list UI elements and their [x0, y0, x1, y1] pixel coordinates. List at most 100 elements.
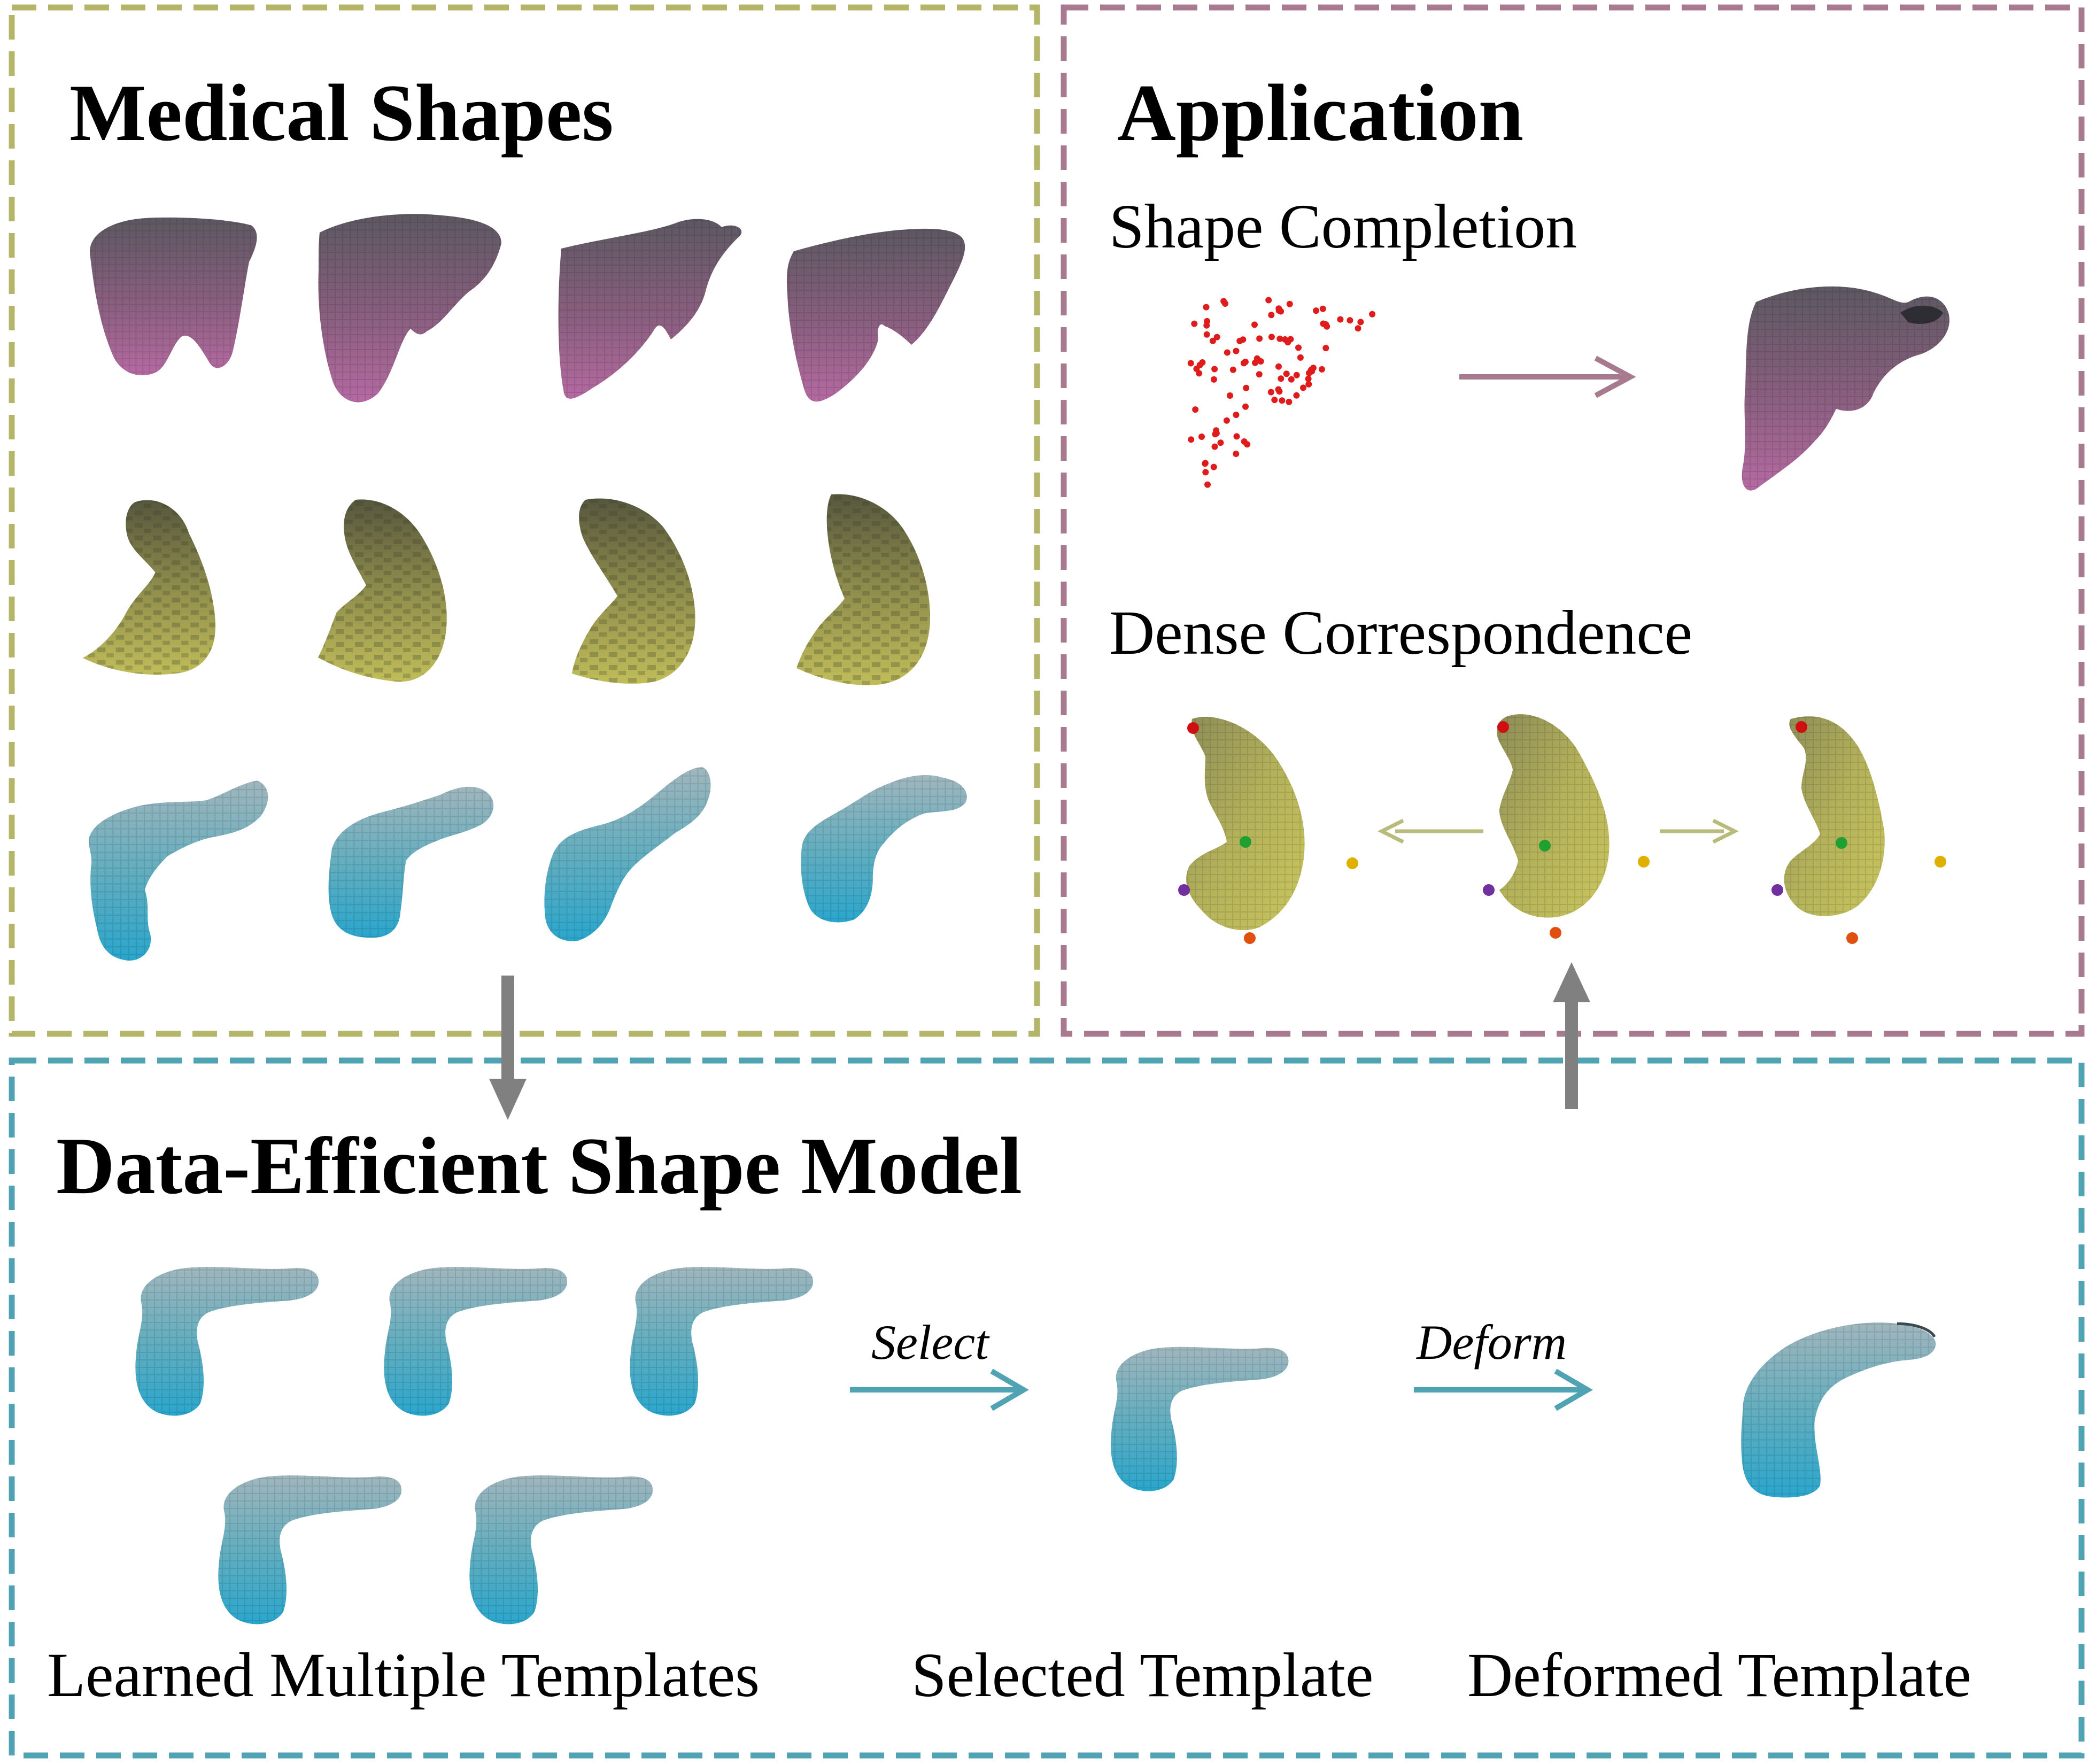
- point-cloud-point: [1283, 370, 1290, 377]
- liver-shape-2: [318, 214, 501, 403]
- point-cloud-point: [1210, 463, 1217, 470]
- point-cloud-point: [1305, 375, 1312, 382]
- learned-template-5: [469, 1475, 653, 1624]
- landmark-yellow-3: [1935, 856, 1946, 868]
- spleen-shape-1: [82, 500, 215, 675]
- correspondence-arrow-left: [1378, 818, 1483, 844]
- pancreas-shape-2: [328, 786, 494, 938]
- landmark-yellow-2: [1638, 856, 1650, 868]
- point-cloud-point: [1295, 344, 1302, 351]
- completed-liver: [1742, 286, 1949, 491]
- landmark-red-3: [1796, 721, 1807, 733]
- point-cloud-point: [1275, 363, 1282, 370]
- point-cloud-point: [1355, 325, 1361, 332]
- point-cloud-point: [1191, 320, 1198, 327]
- point-cloud-point: [1310, 365, 1317, 372]
- landmark-purple-3: [1771, 884, 1783, 896]
- point-cloud-point: [1322, 345, 1329, 352]
- correspondence-deformed-spleen: [1784, 716, 1885, 916]
- point-cloud-point: [1357, 319, 1364, 326]
- select-arrow: [850, 1368, 1029, 1411]
- liver-shape-4: [786, 228, 965, 402]
- flow-arrow-down: [489, 976, 527, 1120]
- medical-shapes-panel: [9, 4, 1040, 1037]
- point-cloud-point: [1187, 360, 1194, 367]
- point-cloud-point: [1213, 427, 1220, 434]
- point-cloud-point: [1236, 337, 1243, 344]
- correspondence-source-spleen: [1186, 717, 1305, 931]
- point-cloud-point: [1305, 381, 1312, 388]
- point-cloud-point: [1268, 312, 1275, 319]
- landmark-purple-1: [1178, 884, 1190, 896]
- landmark-green-3: [1836, 837, 1847, 849]
- point-cloud-point: [1286, 398, 1293, 405]
- learned-templates-label: Learned Multiple Templates: [47, 1640, 760, 1710]
- point-cloud-point: [1324, 323, 1330, 330]
- deformed-template: [1741, 1322, 1936, 1498]
- point-cloud-point: [1254, 355, 1260, 362]
- point-cloud-point: [1271, 397, 1278, 404]
- point-cloud-point: [1256, 335, 1263, 342]
- landmark-red-1: [1187, 722, 1199, 734]
- medical-shapes-title: Medical Shapes: [69, 68, 614, 158]
- spleen-shape-3: [572, 498, 695, 684]
- point-cloud-point: [1204, 481, 1211, 488]
- completion-arrow: [1459, 355, 1636, 398]
- learned-template-3: [630, 1267, 814, 1416]
- deformed-template-label: Deformed Template: [1467, 1640, 1972, 1710]
- select-label: Select: [871, 1315, 989, 1370]
- point-cloud-point: [1276, 335, 1283, 342]
- spleen-shape-2: [318, 499, 447, 682]
- point-cloud-point: [1337, 316, 1344, 323]
- point-cloud-point: [1275, 307, 1282, 314]
- point-cloud-point: [1313, 307, 1320, 314]
- correspondence-arrow-right: [1660, 818, 1739, 844]
- shape-completion-label: Shape Completion: [1109, 191, 1577, 261]
- point-cloud-point: [1202, 460, 1209, 467]
- point-cloud-point: [1223, 417, 1230, 424]
- point-cloud-point: [1203, 304, 1210, 311]
- learned-template-2: [384, 1267, 568, 1416]
- point-cloud-point: [1220, 298, 1227, 305]
- landmark-purple-2: [1483, 884, 1495, 896]
- point-cloud-point: [1227, 392, 1233, 399]
- point-cloud-point: [1233, 412, 1240, 419]
- flow-arrow-up: [1553, 962, 1590, 1109]
- point-cloud-point: [1278, 375, 1285, 382]
- point-cloud-point: [1369, 311, 1376, 318]
- point-cloud-point: [1198, 434, 1205, 440]
- point-cloud-point: [1251, 321, 1258, 328]
- shape-model-panel: [9, 1057, 2085, 1759]
- point-cloud-point: [1192, 406, 1199, 413]
- landmark-green-2: [1539, 840, 1551, 852]
- point-cloud-point: [1202, 469, 1209, 476]
- spleen-shape-4: [796, 494, 930, 685]
- point-cloud-point: [1210, 376, 1217, 383]
- point-cloud-point: [1224, 349, 1231, 356]
- learned-template-4: [218, 1475, 402, 1624]
- point-cloud-point: [1217, 439, 1224, 446]
- point-cloud-point: [1193, 366, 1200, 372]
- point-cloud-point: [1286, 300, 1293, 307]
- landmark-orange-1: [1244, 932, 1256, 944]
- point-cloud-point: [1293, 392, 1300, 399]
- point-cloud-point: [1233, 347, 1240, 354]
- point-cloud-point: [1242, 359, 1249, 365]
- point-cloud-point: [1213, 334, 1220, 341]
- point-cloud-point: [1318, 366, 1325, 373]
- point-cloud-point: [1265, 297, 1272, 304]
- point-cloud-point: [1242, 403, 1249, 410]
- point-cloud-point: [1229, 366, 1236, 373]
- point-cloud-point: [1243, 384, 1250, 391]
- point-cloud-point: [1233, 451, 1240, 457]
- correspondence-target-spleen: [1497, 714, 1610, 918]
- point-cloud-point: [1268, 334, 1275, 341]
- point-cloud-point: [1300, 384, 1306, 391]
- point-cloud-point: [1211, 366, 1218, 373]
- landmarks: [1178, 721, 1946, 944]
- point-cloud-point: [1256, 371, 1263, 378]
- landmark-yellow-1: [1347, 857, 1358, 869]
- point-cloud-point: [1203, 331, 1210, 338]
- deform-label: Deform: [1417, 1315, 1567, 1370]
- pancreas-shape-4: [801, 775, 967, 923]
